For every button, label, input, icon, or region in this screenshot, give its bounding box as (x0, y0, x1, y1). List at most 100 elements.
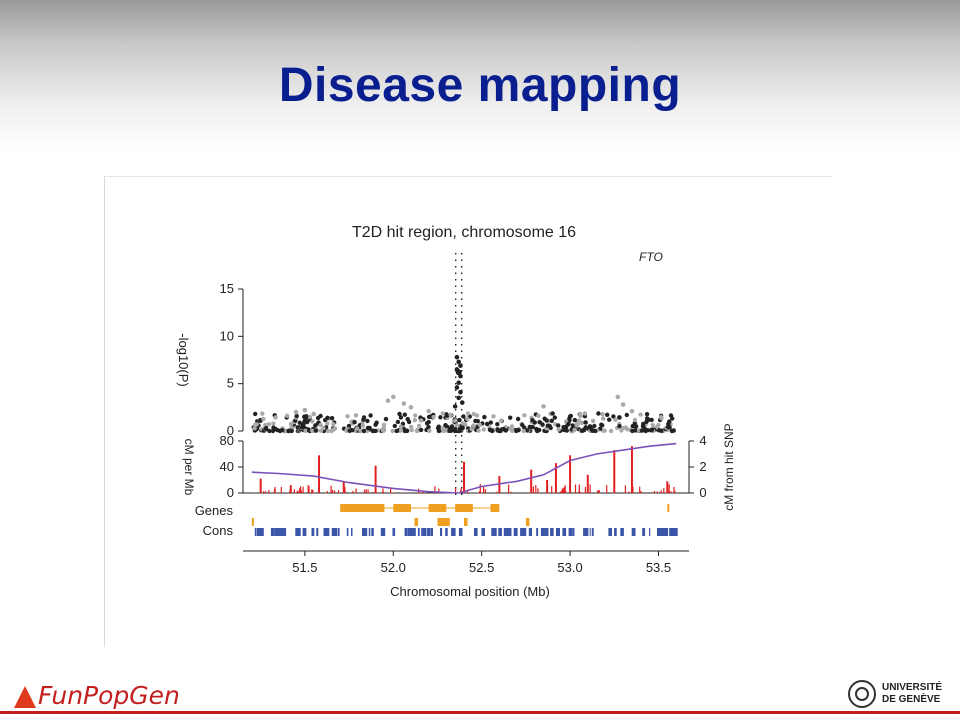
association-point (304, 414, 309, 419)
association-point (498, 418, 504, 423)
cons-block (608, 528, 612, 536)
cons-block (430, 528, 432, 536)
cons-block (614, 528, 617, 536)
cons-block (522, 528, 525, 536)
cons-block (380, 528, 384, 536)
association-point (404, 428, 410, 433)
association-point (373, 428, 378, 434)
cons-block (589, 528, 591, 536)
association-point (540, 422, 545, 427)
gene-block (464, 518, 468, 526)
association-point (313, 428, 319, 433)
association-point (358, 428, 363, 434)
association-point (593, 428, 598, 434)
association-point (579, 428, 585, 433)
cons-block (445, 528, 448, 536)
cons-block (363, 528, 366, 536)
cons-block (452, 528, 456, 536)
association-y-tick-label: 10 (220, 328, 234, 343)
cons-block (657, 528, 661, 536)
association-point (398, 415, 404, 420)
cons-block (254, 528, 256, 536)
association-point (561, 425, 566, 430)
cons-block (498, 528, 502, 536)
association-point (630, 428, 635, 434)
association-point (522, 413, 527, 418)
association-point (345, 414, 350, 419)
association-point (607, 417, 612, 422)
association-point (263, 426, 269, 432)
association-point (286, 428, 291, 434)
association-point (332, 426, 338, 431)
hit-cluster-point (454, 385, 460, 390)
cons-block (642, 528, 646, 536)
association-point (564, 428, 569, 433)
cons-block (311, 528, 315, 536)
cons-block (572, 528, 575, 536)
cons-block (524, 528, 527, 536)
genes-track-label: Genes (195, 503, 234, 518)
association-point (426, 419, 431, 425)
recomb-left-tick-label: 40 (220, 459, 234, 474)
cons-block (536, 528, 539, 536)
cons-block (662, 528, 665, 536)
funpopgen-logo: FunPopGen (14, 680, 180, 710)
gene-block (393, 504, 411, 512)
cons-block (284, 528, 286, 536)
cons-block (351, 528, 353, 536)
hit-cluster-point (456, 380, 461, 386)
cons-block (568, 528, 573, 536)
association-point (266, 422, 271, 427)
association-point (352, 420, 357, 425)
association-point (398, 424, 404, 429)
association-point (667, 419, 672, 424)
cons-block (665, 528, 669, 536)
cons-block (509, 528, 512, 536)
association-point (465, 416, 470, 422)
association-point (489, 428, 495, 434)
cons-block (542, 528, 546, 536)
cons-block (584, 528, 589, 536)
x-tick-label: 52.0 (381, 560, 406, 575)
association-point (488, 420, 493, 425)
association-point (431, 414, 436, 420)
cons-block (334, 528, 338, 536)
association-point (365, 418, 370, 424)
x-tick-label: 53.5 (646, 560, 671, 575)
association-point (665, 424, 671, 430)
gene-block (340, 504, 385, 512)
hit-cluster-point (454, 354, 460, 360)
association-point (383, 416, 389, 422)
cons-block (302, 528, 307, 536)
association-point (549, 418, 554, 423)
cons-block (413, 528, 416, 536)
association-notable-point (293, 409, 299, 415)
cons-block (421, 528, 423, 536)
footer-rule (0, 711, 960, 714)
association-point (454, 423, 459, 428)
university-name-line1: UNIVERSITÉ (881, 682, 942, 693)
cons-block (673, 528, 678, 536)
association-point (567, 414, 573, 419)
gene-block (437, 518, 450, 526)
association-point (414, 428, 420, 434)
association-point (297, 420, 302, 425)
association-point (521, 428, 526, 434)
association-notable-point (426, 408, 431, 414)
association-point (447, 428, 452, 433)
association-notable-point (311, 411, 317, 417)
association-point (484, 421, 490, 427)
association-notable-point (385, 398, 391, 404)
gene-block (251, 518, 254, 526)
association-point (355, 426, 360, 431)
association-point (524, 428, 530, 433)
association-point (545, 423, 550, 428)
association-point (329, 428, 334, 434)
association-point (572, 427, 577, 432)
association-point (509, 424, 515, 429)
cons-block (274, 528, 277, 536)
association-point (347, 428, 352, 433)
association-point (522, 425, 527, 430)
cons-block (556, 528, 560, 536)
slide-title: Disease mapping (278, 59, 682, 112)
